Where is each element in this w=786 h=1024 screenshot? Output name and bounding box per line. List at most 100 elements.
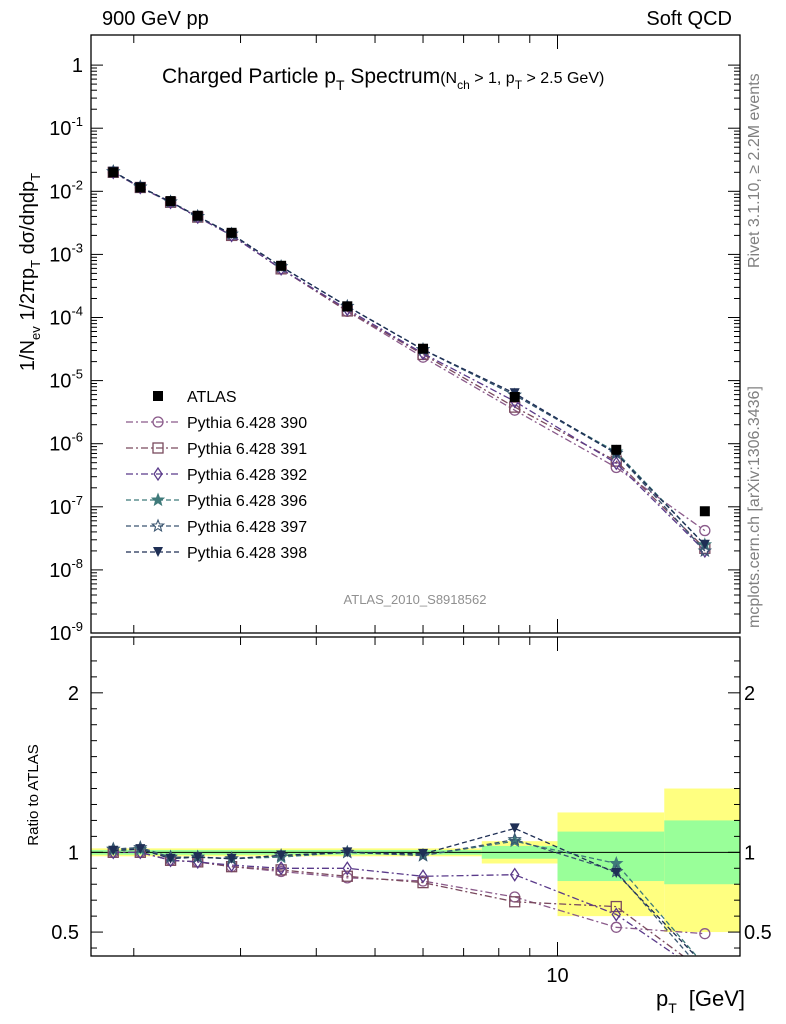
ratio-series-2-point-8 [509, 867, 520, 882]
main-series-line-1 [112, 171, 706, 549]
main-y-tick-label: 10-1 [49, 114, 83, 140]
title-cut-mid: > 1, p [470, 70, 515, 87]
title-cut-sub1: ch [457, 78, 470, 92]
main-y-tick-label: 10-2 [49, 177, 83, 203]
main-y-tick-label: 10-3 [49, 240, 83, 266]
ratio-frame [90, 636, 741, 957]
atlas-data-point-6 [342, 301, 353, 312]
main-series-1-point-8 [509, 401, 521, 413]
tick-exponent: -9 [71, 619, 83, 634]
main-series-2-point-9 [611, 456, 622, 471]
ratio-series-4-point-8 [507, 832, 522, 846]
atlas-data-point-9 [611, 444, 622, 455]
main-y-tick-label: 10-7 [49, 493, 83, 519]
title-cut-sub2: T [515, 78, 523, 92]
title-cut: (N [440, 70, 457, 87]
main-y-tick-label: 10-5 [49, 367, 83, 393]
ratio-series-5-point-10 [700, 961, 710, 971]
x-axis-label-unit: [GeV] [689, 986, 745, 1011]
atlas-data-point-8 [509, 391, 520, 402]
tick-base: 10 [49, 434, 71, 456]
main-y-tick-label: 10-9 [49, 619, 83, 645]
tick-base: 10 [49, 371, 71, 393]
main-series-0-point-10 [699, 524, 711, 537]
ratio-series-5-point-0 [108, 845, 119, 856]
ratio-series-0-point-9 [610, 921, 622, 933]
ratio-series-5-point-4 [226, 853, 237, 864]
ratio-series-0-point-10 [699, 928, 711, 940]
atlas-data-point-7 [418, 343, 429, 354]
ratio-series-4-point-10 [699, 968, 711, 979]
tick-base: 10 [49, 181, 71, 203]
atlas-data-point-2 [165, 196, 176, 207]
ratio-series-2-point-7 [418, 869, 428, 884]
main-y-tick-label: 1 [72, 55, 83, 77]
main-y-tick-label: 10-6 [49, 430, 83, 456]
tick-exponent: -1 [71, 114, 83, 129]
atlas-data-point-0 [108, 167, 119, 178]
atlas-data-point-3 [192, 210, 203, 221]
title-main-sub: T [336, 77, 345, 93]
legend-label-1: Pythia 6.428 391 [187, 441, 307, 458]
ratio-series-2-point-9 [611, 907, 622, 922]
ratio-series-2-point-5 [276, 861, 286, 876]
ratio-y-tick-label-right: 2 [744, 683, 755, 705]
atlas-data-point-10 [699, 506, 710, 517]
tick-base: 10 [49, 118, 71, 140]
legend-label-4: Pythia 6.428 397 [187, 519, 307, 536]
ratio-series-2-point-10 [701, 969, 709, 981]
header-right-label: Soft QCD [646, 8, 732, 30]
ratio-series-5-point-8 [509, 823, 520, 834]
title-main: Charged Particle p [162, 65, 336, 88]
title-cut-tail: > 2.5 GeV) [522, 70, 604, 87]
legend-atlas-label: ATLAS [187, 389, 237, 406]
main-y-axis-label: 1/Nev 1/2πpT dσ/dηdpT [17, 173, 43, 371]
legend-marker-3 [150, 492, 166, 507]
main-series-line-5 [112, 171, 706, 546]
legend-marker-0 [152, 416, 164, 428]
ratio-series-5-point-1 [135, 844, 146, 855]
atlas-data-point-5 [276, 260, 287, 271]
main-series-line-0 [112, 171, 706, 532]
tick-exponent: -6 [71, 430, 83, 445]
tick-exponent: -5 [71, 367, 83, 382]
ratio-series-line-2 [113, 851, 679, 956]
legend-marker-1 [152, 442, 164, 454]
tick-exponent: -8 [71, 556, 83, 571]
main-y-tick-label: 10-4 [49, 304, 83, 330]
main-series-5-point-10 [699, 539, 710, 550]
tick-base: 10 [49, 560, 71, 582]
tick-base: 10 [49, 308, 71, 330]
ratio-series-1-point-7 [417, 876, 429, 889]
ratio-series-5-point-5 [276, 850, 287, 861]
main-series-4-point-10 [697, 543, 713, 558]
x-axis-label-main: p [656, 986, 668, 1011]
tick-exponent: -7 [71, 493, 83, 508]
legend-marker-5 [153, 547, 163, 557]
header-left-label: 900 GeV pp [102, 8, 209, 30]
ratio-y-tick-label-left: 2 [68, 683, 79, 705]
ratio-series-1-point-10 [700, 967, 710, 977]
legend-label-2: Pythia 6.428 392 [187, 467, 307, 484]
x-axis-label-sub: T [668, 1000, 677, 1016]
ratio-series-5-point-9 [611, 868, 622, 879]
ratio-y-axis-label: Ratio to ATLAS [25, 744, 42, 845]
legend-marker-2 [153, 466, 163, 482]
tick-base: 10 [49, 244, 71, 266]
x-axis-label: pT [GeV] [656, 986, 745, 1016]
ratio-series-5-point-6 [342, 847, 353, 858]
tick-exponent: -2 [71, 177, 83, 192]
ratio-series-1-point-6 [341, 870, 353, 882]
ratio-series-2-point-6 [342, 861, 353, 876]
ratio-y-tick-label-left: 0.5 [51, 922, 79, 944]
analysis-id: ATLAS_2010_S8918562 [344, 592, 487, 607]
legend-label-3: Pythia 6.428 396 [187, 493, 307, 510]
ratio-series-1-point-8 [509, 896, 521, 908]
tick-base: 10 [49, 497, 71, 519]
legend-label-5: Pythia 6.428 398 [187, 545, 307, 562]
main-series-line-3 [112, 171, 706, 546]
ratio-series-1-point-9 [610, 900, 622, 913]
atlas-data-point-1 [135, 182, 146, 193]
ratio-series-5-point-7 [418, 848, 429, 859]
